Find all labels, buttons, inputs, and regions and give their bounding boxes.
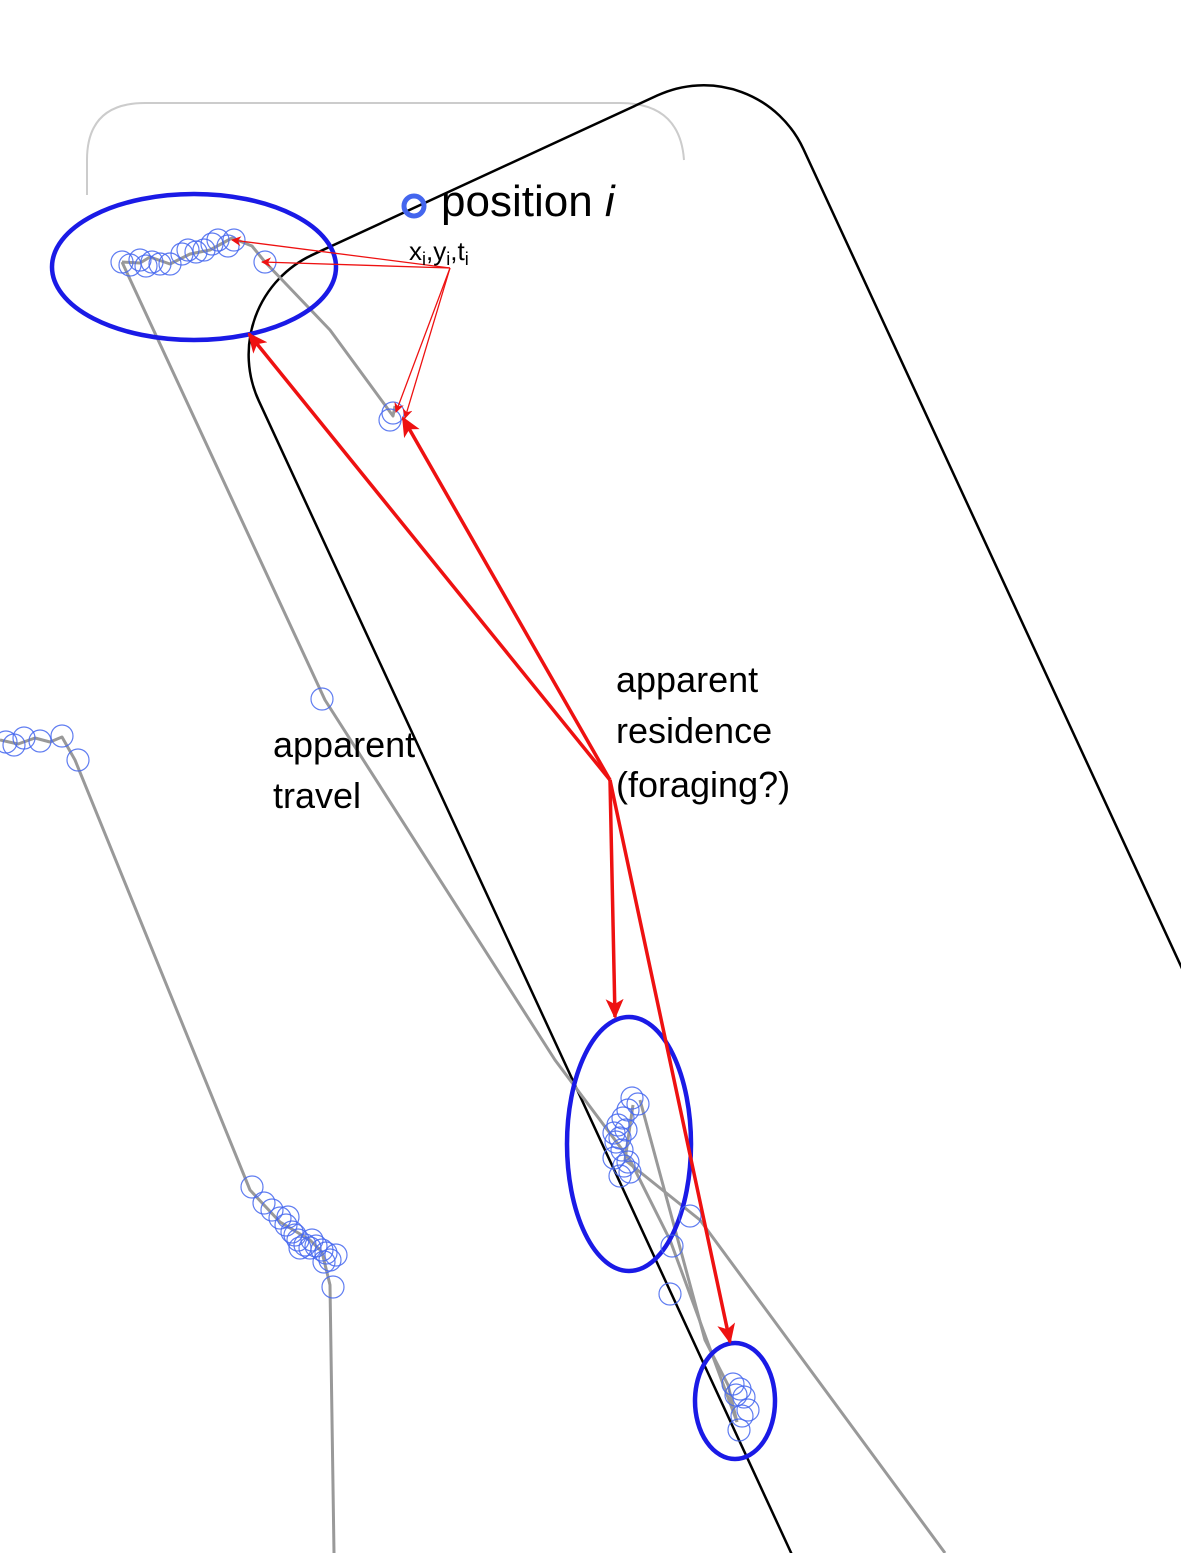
position-marker bbox=[614, 1118, 638, 1142]
position-marker bbox=[314, 1241, 338, 1265]
coord-arrow-4 bbox=[402, 267, 451, 419]
track-main-path bbox=[121, 236, 397, 418]
legend-position-label: position i bbox=[441, 177, 616, 226]
position-marker bbox=[626, 1092, 650, 1116]
position-marker bbox=[170, 242, 194, 266]
position-marker bbox=[620, 1086, 644, 1110]
position-marker bbox=[300, 1228, 324, 1252]
position-marker bbox=[260, 1198, 284, 1222]
main-frame bbox=[247, 84, 1181, 1558]
position-marker bbox=[148, 252, 172, 276]
coord-t-sub: i bbox=[465, 249, 469, 269]
position-marker bbox=[604, 1130, 628, 1154]
coord-arrow-3 bbox=[394, 267, 451, 413]
track-upper-cluster bbox=[623, 1104, 947, 1554]
coord-arrow-2 bbox=[261, 257, 451, 269]
coord-sep-2: , bbox=[450, 236, 457, 266]
position-marker bbox=[736, 1398, 760, 1422]
position-marker bbox=[610, 1138, 634, 1162]
coord-y: y bbox=[433, 236, 446, 266]
position-markers bbox=[0, 228, 760, 1442]
position-marker bbox=[184, 240, 208, 264]
background-frame bbox=[86, 102, 685, 195]
movement-tracks bbox=[0, 236, 947, 1554]
legend-position-index: i bbox=[605, 177, 616, 226]
position-marker bbox=[616, 1150, 640, 1174]
position-marker bbox=[611, 1106, 635, 1130]
position-marker bbox=[288, 1236, 312, 1260]
travel-label-line1: apparent bbox=[273, 724, 415, 765]
track-left-path bbox=[0, 735, 336, 1554]
position-marker bbox=[28, 729, 52, 753]
residence-label-line2: residence bbox=[616, 710, 772, 751]
coord-arrow-1 bbox=[231, 236, 451, 269]
position-marker bbox=[200, 232, 224, 256]
residence-arrow-middle bbox=[605, 779, 624, 1019]
position-marker bbox=[12, 726, 36, 750]
position-marker bbox=[176, 238, 200, 262]
position-marker bbox=[310, 687, 334, 711]
residence-cluster-top bbox=[49, 191, 339, 343]
position-marker bbox=[222, 228, 246, 252]
residence-cluster-middle bbox=[564, 1014, 694, 1274]
coord-x-sub: i bbox=[422, 249, 426, 269]
position-marker bbox=[602, 1121, 626, 1145]
position-marker bbox=[128, 248, 152, 272]
position-marker bbox=[268, 1206, 292, 1230]
position-marker bbox=[274, 1213, 298, 1237]
position-marker bbox=[140, 250, 164, 274]
position-marker bbox=[293, 1233, 317, 1257]
position-marker bbox=[312, 1250, 336, 1274]
residence-pointer-arrows bbox=[247, 332, 736, 1344]
residence-arrow-top bbox=[247, 332, 612, 782]
position-marker bbox=[324, 1243, 348, 1267]
coord-x: x bbox=[409, 236, 422, 266]
position-marker bbox=[727, 1418, 751, 1442]
position-marker bbox=[134, 254, 158, 278]
residence-arrow-bottom bbox=[608, 779, 736, 1344]
travel-label-line2: travel bbox=[273, 775, 361, 816]
position-marker bbox=[618, 1160, 642, 1184]
position-marker bbox=[2, 733, 26, 757]
position-marker bbox=[321, 1275, 345, 1299]
position-marker bbox=[728, 1377, 752, 1401]
residence-label-line3: (foraging?) bbox=[616, 764, 790, 805]
position-marker bbox=[240, 1175, 264, 1199]
position-marker bbox=[276, 1205, 300, 1229]
position-marker bbox=[280, 1220, 304, 1244]
position-marker bbox=[286, 1228, 310, 1252]
position-marker bbox=[608, 1164, 632, 1188]
legend-position-word: position bbox=[441, 177, 593, 226]
track-lower-cluster bbox=[638, 1099, 739, 1423]
residence-cluster-bottom bbox=[692, 1340, 778, 1462]
legend-coordinate-label: xi,yi,ti bbox=[409, 236, 469, 269]
coord-sep-1: , bbox=[426, 236, 433, 266]
position-marker bbox=[730, 1404, 754, 1428]
position-marker bbox=[252, 1191, 276, 1215]
legend: position i xi,yi,ti bbox=[401, 177, 616, 269]
position-marker bbox=[660, 1234, 684, 1258]
coord-y-sub: i bbox=[446, 249, 450, 269]
position-marker bbox=[66, 748, 90, 772]
track-descend-path bbox=[120, 261, 739, 1423]
position-marker bbox=[612, 1154, 636, 1178]
position-marker bbox=[724, 1383, 748, 1407]
position-marker bbox=[158, 252, 182, 276]
residence-arrow-small bbox=[401, 416, 612, 781]
position-marker bbox=[658, 1282, 682, 1306]
position-marker bbox=[732, 1385, 756, 1409]
coord-t: t bbox=[457, 236, 465, 266]
coordinate-pointer-arrows bbox=[231, 236, 451, 419]
position-marker bbox=[50, 724, 74, 748]
position-marker bbox=[616, 1098, 640, 1122]
position-marker bbox=[283, 1223, 307, 1247]
residence-label-line1: apparent bbox=[616, 659, 758, 700]
legend-position-marker bbox=[401, 193, 427, 219]
position-marker bbox=[678, 1204, 702, 1228]
